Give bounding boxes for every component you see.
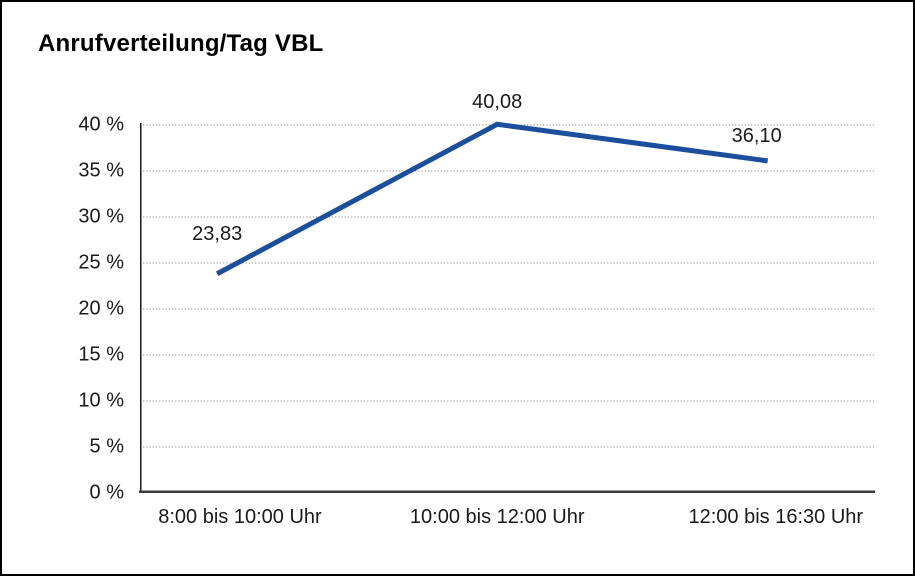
- x-tick-label: 8:00 bis 10:00 Uhr: [158, 506, 322, 528]
- line-chart-svg: [139, 121, 875, 493]
- plot-area: 23,83 40,08 36,10: [139, 91, 875, 493]
- y-tick-label: 15 %: [78, 343, 124, 366]
- x-tick-label: 10:00 bis 12:00 Uhr: [409, 506, 585, 528]
- y-tick-label: 40 %: [78, 113, 124, 136]
- y-tick-label: 30 %: [78, 205, 124, 228]
- chart-title: Anrufverteilung/Tag VBL: [38, 30, 324, 57]
- y-tick-label: 5 %: [89, 435, 124, 458]
- data-point-label: 36,10: [731, 124, 782, 147]
- x-axis-tick-labels: 8:00 bis 10:00 Uhr 10:00 bis 12:00 Uhr 12:…: [140, 506, 875, 536]
- y-tick-label: 20 %: [78, 297, 124, 320]
- data-point-label: 23,83: [192, 222, 243, 245]
- data-line: [215, 121, 769, 276]
- y-tick-label: 0 %: [89, 481, 124, 504]
- x-tick-label: 12:00 bis 16:30 Uhr: [688, 506, 864, 528]
- y-tick-label: 25 %: [78, 251, 124, 274]
- y-axis-tick-labels: 0 % 5 % 10 % 15 % 20 % 25 % 30 % 35 % 40 %: [2, 114, 132, 504]
- y-tick-label: 10 %: [78, 389, 124, 412]
- data-point-label: 40,08: [472, 91, 523, 114]
- y-tick-label: 35 %: [78, 159, 124, 182]
